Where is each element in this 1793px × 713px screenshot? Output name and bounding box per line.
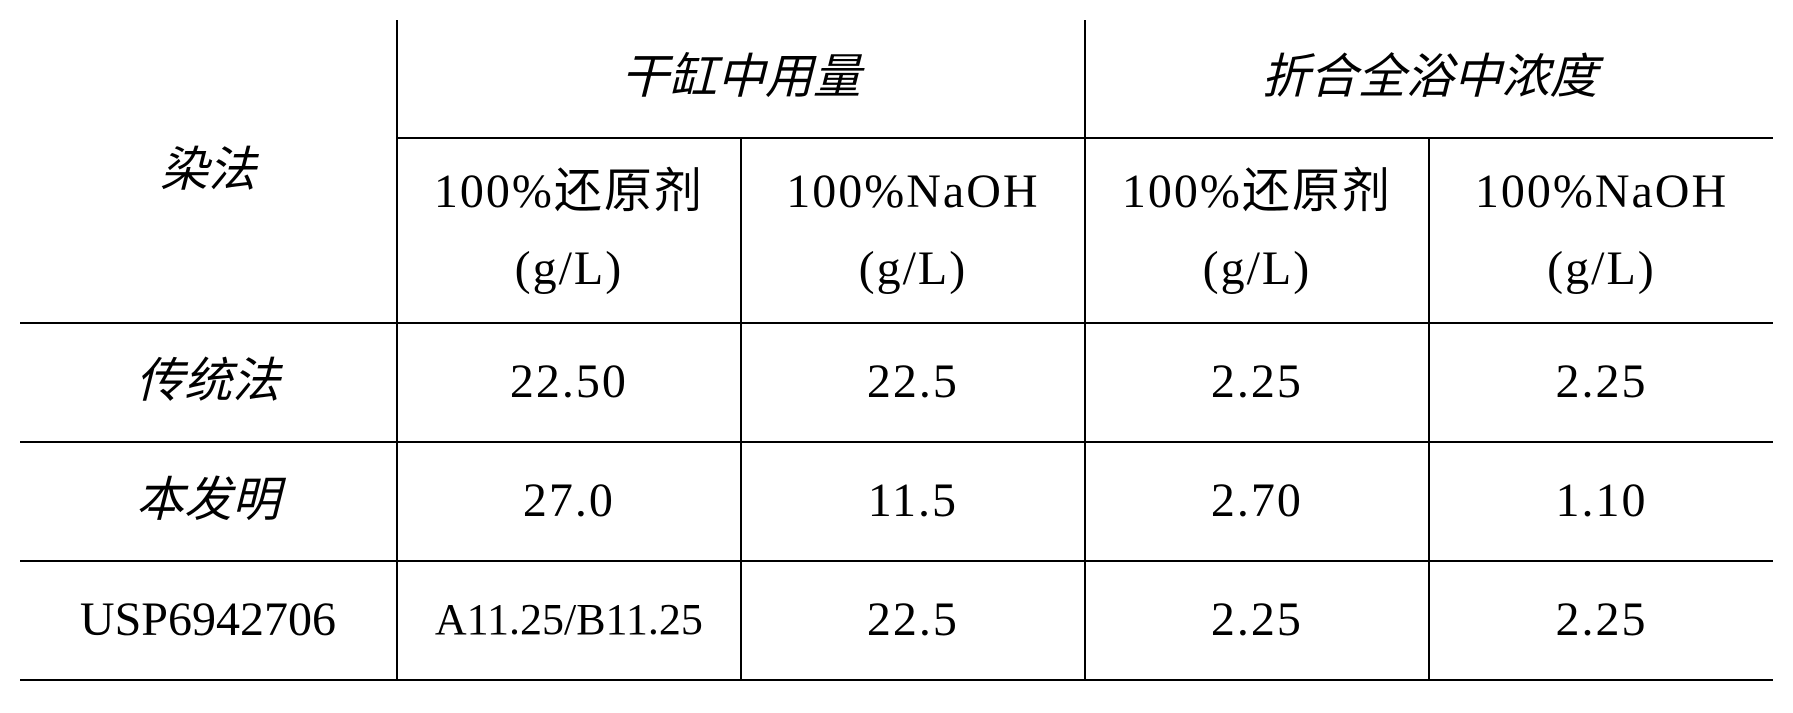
cell-method-2: USP6942706: [20, 561, 397, 680]
header-sub-2: 100%NaOH (g/L): [741, 138, 1085, 324]
cell-v3-1: 2.70: [1085, 442, 1429, 561]
table-row: 本发明 27.0 11.5 2.70 1.10: [20, 442, 1773, 561]
cell-v4-0: 2.25: [1429, 323, 1773, 442]
header-method: 染法: [20, 20, 397, 323]
header-row-1: 染法 干缸中用量 折合全浴中浓度: [20, 20, 1773, 138]
cell-v1-2: A11.25/B11.25: [397, 561, 741, 680]
data-table: 染法 干缸中用量 折合全浴中浓度 100%还原剂 (g/L) 100%NaOH …: [20, 20, 1773, 681]
cell-v1-0: 22.50: [397, 323, 741, 442]
cell-v1-1: 27.0: [397, 442, 741, 561]
table-row: USP6942706 A11.25/B11.25 22.5 2.25 2.25: [20, 561, 1773, 680]
header-sub-1: 100%还原剂 (g/L): [397, 138, 741, 324]
cell-method-1: 本发明: [20, 442, 397, 561]
cell-v2-2: 22.5: [741, 561, 1085, 680]
cell-v2-0: 22.5: [741, 323, 1085, 442]
cell-v4-1: 1.10: [1429, 442, 1773, 561]
header-group-2: 折合全浴中浓度: [1085, 20, 1773, 138]
header-sub-4: 100%NaOH (g/L): [1429, 138, 1773, 324]
cell-method-0: 传统法: [20, 323, 397, 442]
cell-v2-1: 11.5: [741, 442, 1085, 561]
table-row: 传统法 22.50 22.5 2.25 2.25: [20, 323, 1773, 442]
cell-v3-0: 2.25: [1085, 323, 1429, 442]
chemical-dosage-table: 染法 干缸中用量 折合全浴中浓度 100%还原剂 (g/L) 100%NaOH …: [20, 20, 1773, 681]
cell-v4-2: 2.25: [1429, 561, 1773, 680]
cell-v3-2: 2.25: [1085, 561, 1429, 680]
header-group-1: 干缸中用量: [397, 20, 1085, 138]
header-sub-3: 100%还原剂 (g/L): [1085, 138, 1429, 324]
